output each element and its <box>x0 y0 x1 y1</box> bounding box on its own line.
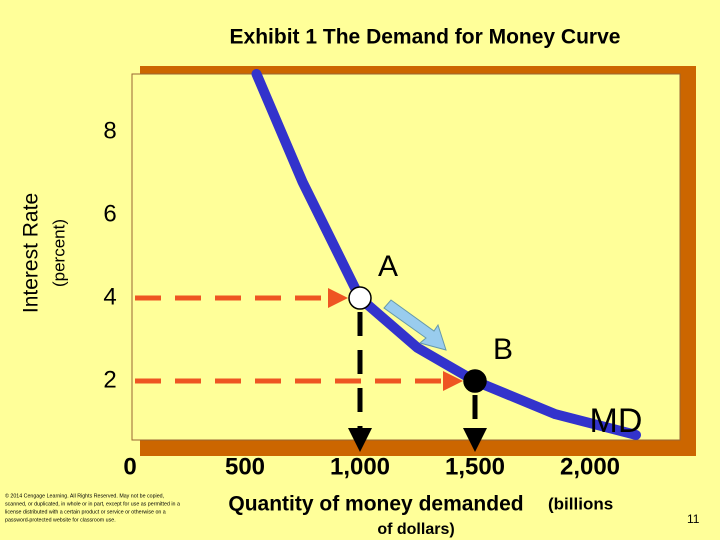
copyright: © 2014 Cengage Learning. All Rights Rese… <box>5 492 164 499</box>
plot-area <box>131 73 681 441</box>
x-tick-label: 0 <box>123 453 136 480</box>
y-axis-note: (percent) <box>49 219 68 287</box>
chart-title: Exhibit 1 The Demand for Money Curve <box>230 26 621 49</box>
x-axis-label: (billions <box>548 494 613 513</box>
demand-curve <box>251 69 641 440</box>
point-label: B <box>493 333 513 366</box>
guide-arrowhead <box>463 428 487 452</box>
y-axis-label: Interest Rate <box>20 193 43 313</box>
x-axis-label: Quantity of money demanded <box>228 493 523 516</box>
point-label: A <box>378 250 398 283</box>
y-tick-label: 8 <box>103 117 116 144</box>
point <box>463 369 487 393</box>
x-tick-label: 500 <box>225 453 265 480</box>
copyright: password-protected website for classroom… <box>5 517 116 523</box>
guide-arrowhead <box>443 371 463 392</box>
guide-arrowhead <box>328 288 348 309</box>
y-tick-label: 4 <box>103 283 116 310</box>
x-axis-label: of dollars) <box>377 521 454 538</box>
copyright: scanned, or duplicated, in whole or in p… <box>5 501 180 507</box>
copyright: license distributed with a certain produ… <box>5 509 166 515</box>
movement-arrow <box>383 299 447 351</box>
x-tick-label: 1,500 <box>445 453 505 480</box>
x-tick-label: 1,000 <box>330 453 390 480</box>
y-tick-label: 6 <box>103 200 116 227</box>
curve-label: MD <box>590 402 643 440</box>
x-tick-label: 2,000 <box>560 453 620 480</box>
y-tick-label: 2 <box>103 366 116 393</box>
point <box>348 286 372 310</box>
page-number: 11 <box>687 512 700 526</box>
guide-arrowhead <box>348 428 372 452</box>
